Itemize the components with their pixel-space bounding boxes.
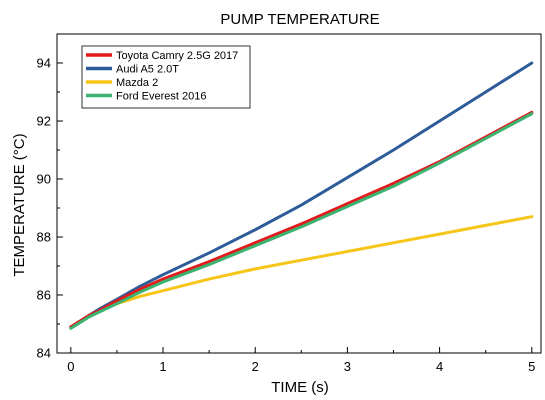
y-axis-title: TEMPERATURE (°C) [11,133,28,276]
y-tick-label: 92 [37,114,51,129]
y-tick-label: 88 [37,230,51,245]
legend-label-2: Audi A5 2.0T [116,64,179,76]
legend-label-1: Toyota Camry 2.5G 2017 [116,50,238,62]
series-line-3 [69,215,534,329]
x-tick-label: 4 [436,359,443,374]
series-line-1 [69,110,534,329]
x-tick-label: 5 [528,359,535,374]
y-tick-label: 90 [37,172,51,187]
x-tick-label: 3 [344,359,351,374]
y-tick-label: 84 [37,346,51,361]
axes: 0 1 2 3 4 5 84 86 88 90 92 94 [37,33,542,374]
data-series [69,61,534,330]
legend-label-4: Ford Everest 2016 [116,91,207,103]
chart-title: PUMP TEMPERATURE [220,11,379,28]
legend: Toyota Camry 2.5G 2017 Audi A5 2.0TMazda … [81,45,251,109]
series-line-4 [69,112,534,330]
x-tick-label: 1 [159,359,166,374]
plot-frame [56,33,542,354]
x-axis-title: TIME (s) [271,379,329,396]
x-tick-label: 2 [252,359,259,374]
x-tick-label: 0 [67,359,74,374]
legend-label-3: Mazda 2 [116,77,158,89]
y-tick-label: 86 [37,288,51,303]
y-tick-label: 94 [37,56,51,71]
